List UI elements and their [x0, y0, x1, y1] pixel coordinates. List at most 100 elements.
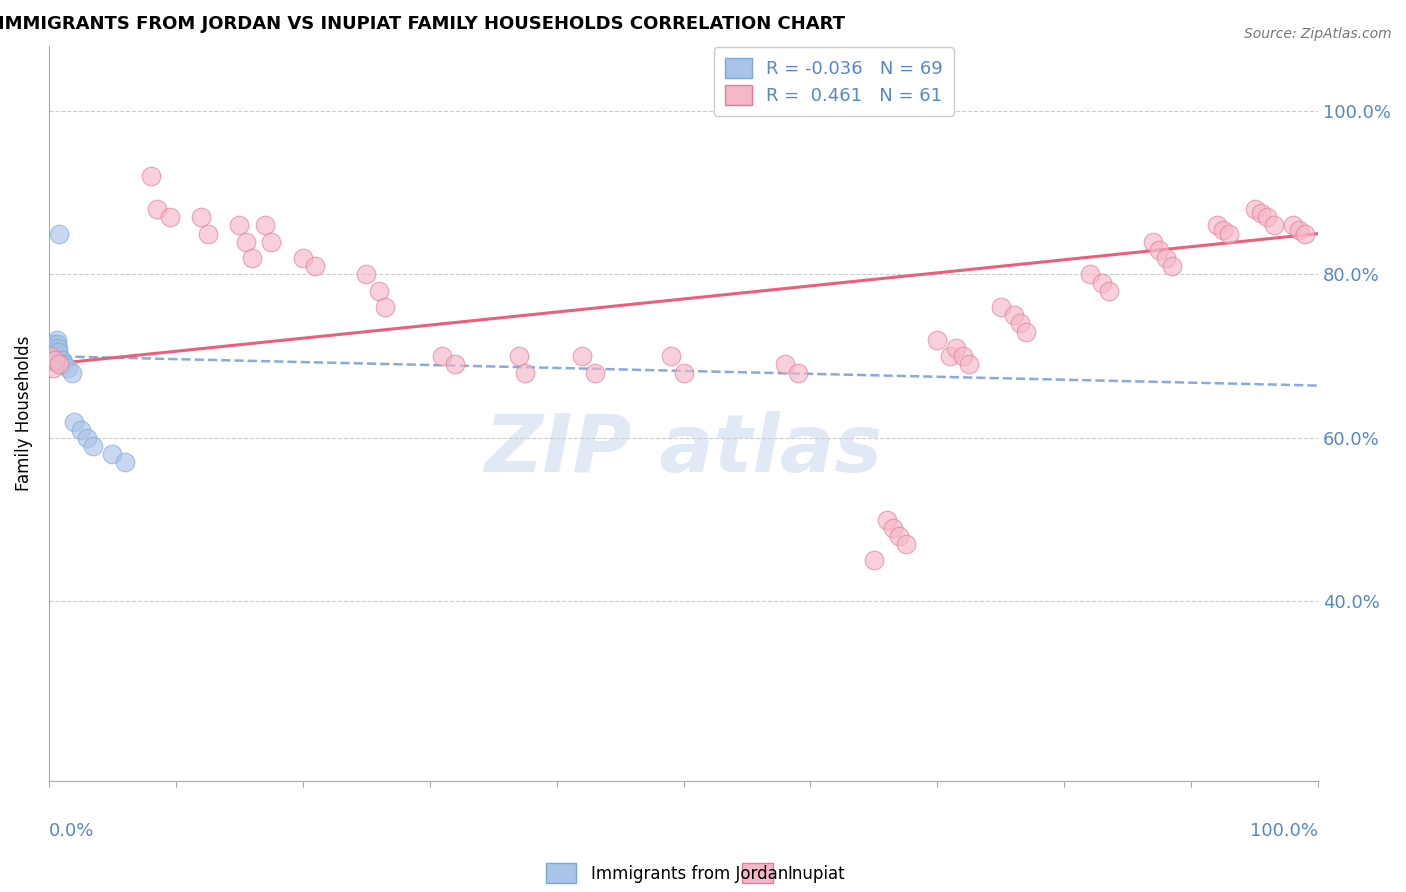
Point [253, 219, 276, 233]
Point [889, 529, 911, 543]
Point [42, 341, 65, 355]
Point [49, 357, 72, 371]
Point [42, 349, 65, 363]
Point [42, 337, 65, 351]
Point [368, 284, 391, 298]
Point [42, 353, 65, 368]
Point [260, 235, 283, 249]
Point [659, 349, 682, 363]
Point [42, 345, 65, 359]
Point [41, 353, 63, 368]
Text: 100.0%: 100.0% [1250, 822, 1319, 839]
Point [41, 345, 63, 359]
Point [952, 349, 974, 363]
Point [76, 431, 98, 445]
Point [672, 366, 695, 380]
Point [957, 357, 980, 371]
Point [1149, 243, 1171, 257]
Point [51, 353, 73, 368]
Point [1256, 211, 1278, 225]
Point [1205, 219, 1227, 233]
Point [1281, 219, 1303, 233]
Point [44, 349, 66, 363]
Point [60, 366, 83, 380]
Point [48, 357, 70, 371]
Point [1015, 325, 1038, 339]
Point [1218, 227, 1240, 241]
Point [44, 353, 66, 368]
Point [42, 345, 65, 359]
Point [39, 349, 62, 363]
Point [42, 341, 65, 355]
Point [42, 349, 65, 363]
Point [1288, 222, 1310, 236]
Point [1142, 235, 1164, 249]
Point [228, 219, 250, 233]
Text: Inupiat: Inupiat [787, 865, 845, 883]
Point [42, 361, 65, 376]
Point [1091, 276, 1114, 290]
Point [39, 345, 62, 359]
Point [41, 341, 63, 355]
Point [356, 268, 378, 282]
Point [45, 349, 67, 363]
Point [42, 353, 65, 368]
Point [44, 345, 66, 359]
Point [41, 353, 63, 368]
Point [583, 366, 606, 380]
Point [146, 202, 169, 216]
Point [1250, 206, 1272, 220]
Point [42, 353, 65, 368]
Point [1098, 284, 1121, 298]
Point [42, 341, 65, 355]
Text: 0.0%: 0.0% [49, 822, 94, 839]
Point [39, 345, 62, 359]
Point [1294, 227, 1316, 241]
Point [44, 349, 66, 363]
Point [159, 211, 181, 225]
Point [114, 455, 136, 469]
Point [1243, 202, 1265, 216]
Point [304, 260, 326, 274]
Legend: R = -0.036   N = 69, R =  0.461   N = 61: R = -0.036 N = 69, R = 0.461 N = 61 [714, 47, 953, 116]
Point [139, 169, 162, 184]
Point [513, 366, 536, 380]
Point [773, 357, 796, 371]
Point [46, 349, 69, 363]
Point [432, 349, 454, 363]
Point [786, 366, 808, 380]
Point [42, 345, 65, 359]
Point [1212, 222, 1234, 236]
Point [41, 349, 63, 363]
Point [990, 300, 1012, 314]
Point [882, 521, 904, 535]
Point [1008, 317, 1031, 331]
Point [945, 341, 967, 355]
Point [45, 337, 67, 351]
Point [44, 349, 66, 363]
Point [41, 345, 63, 359]
Point [44, 353, 66, 368]
Point [39, 341, 62, 355]
Point [82, 439, 104, 453]
Text: IMMIGRANTS FROM JORDAN VS INUPIAT FAMILY HOUSEHOLDS CORRELATION CHART: IMMIGRANTS FROM JORDAN VS INUPIAT FAMILY… [0, 15, 845, 33]
Point [894, 537, 917, 551]
Point [45, 345, 67, 359]
Point [939, 349, 962, 363]
Text: Source: ZipAtlas.com: Source: ZipAtlas.com [1244, 27, 1392, 41]
Point [1161, 260, 1184, 274]
Point [508, 349, 530, 363]
Text: ZIP atlas: ZIP atlas [485, 411, 883, 489]
Point [1002, 308, 1025, 322]
Point [41, 349, 63, 363]
Point [39, 353, 62, 368]
Point [39, 345, 62, 359]
Point [1078, 268, 1101, 282]
Point [291, 251, 314, 265]
Point [235, 235, 257, 249]
Point [39, 353, 62, 368]
Text: Immigrants from Jordan: Immigrants from Jordan [591, 865, 787, 883]
Point [42, 341, 65, 355]
Point [39, 349, 62, 363]
Point [39, 353, 62, 368]
